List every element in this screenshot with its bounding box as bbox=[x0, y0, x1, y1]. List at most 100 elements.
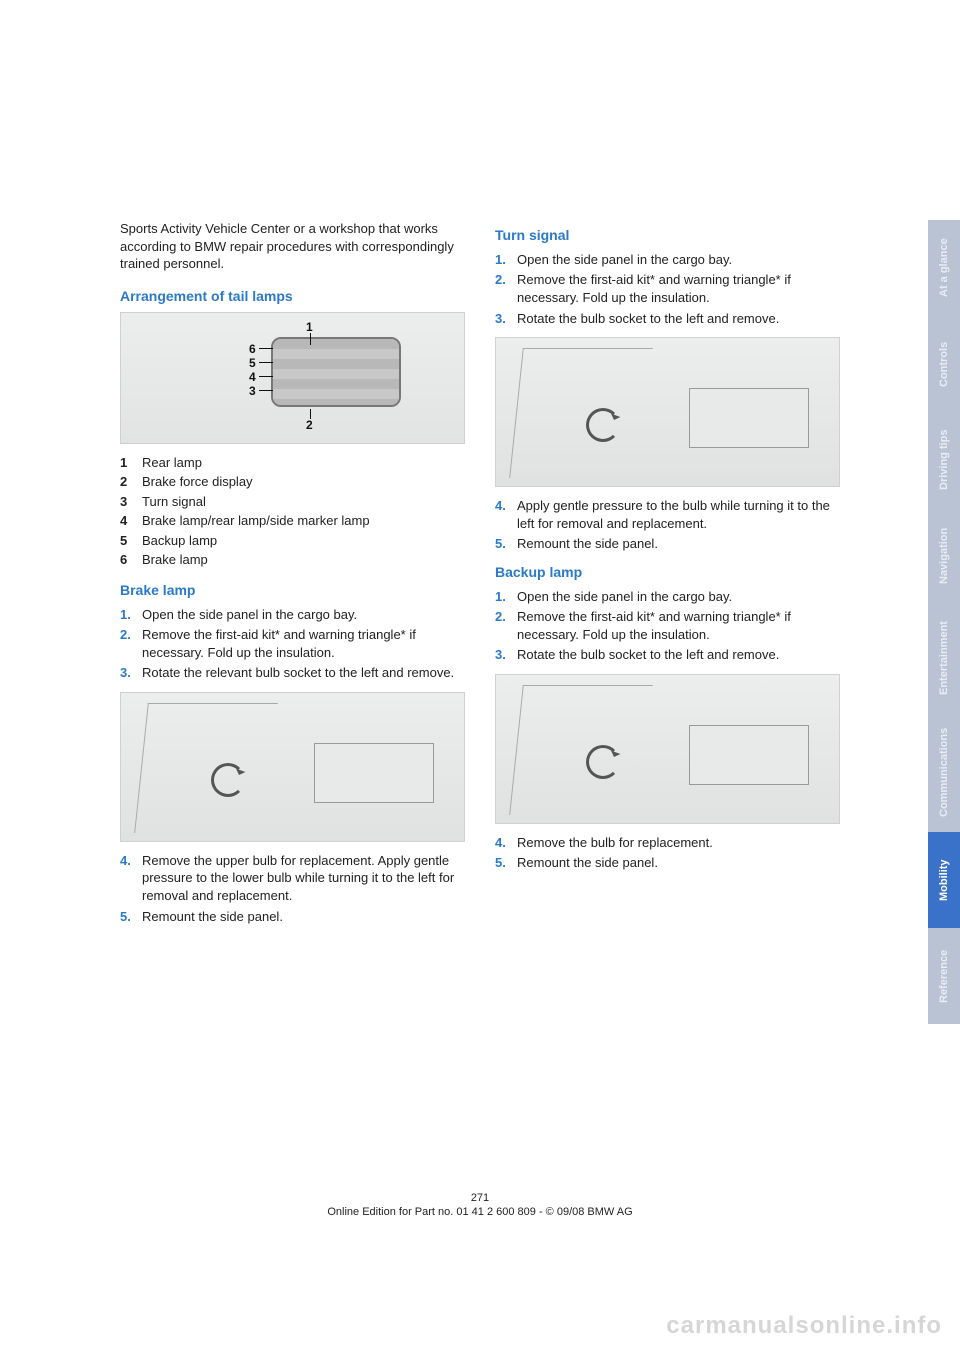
legend-text: Turn signal bbox=[142, 493, 465, 511]
heading-brake-lamp: Brake lamp bbox=[120, 581, 465, 600]
footer-line: Online Edition for Part no. 01 41 2 600 … bbox=[327, 1206, 632, 1218]
step: 5.Remount the side panel. bbox=[120, 908, 465, 926]
legend-text: Brake lamp/rear lamp/side marker lamp bbox=[142, 512, 465, 530]
step-num: 3. bbox=[495, 310, 517, 328]
turn-signal-steps: 1.Open the side panel in the cargo bay. … bbox=[495, 251, 840, 327]
module-graphic bbox=[689, 388, 809, 448]
heading-backup-lamp: Backup lamp bbox=[495, 563, 840, 582]
step-num: 3. bbox=[120, 664, 142, 682]
figure-backup-lamp bbox=[495, 674, 840, 824]
step-text: Open the side panel in the cargo bay. bbox=[142, 606, 465, 624]
tab-reference[interactable]: Reference bbox=[928, 928, 960, 1024]
page-number: 271 bbox=[120, 1192, 840, 1204]
callout-2: 2 bbox=[306, 417, 313, 433]
legend-list: 1Rear lamp 2Brake force display 3Turn si… bbox=[120, 454, 465, 569]
step-num: 5. bbox=[495, 854, 517, 872]
left-column: Sports Activity Vehicle Center or a work… bbox=[120, 220, 465, 935]
step: 3.Rotate the bulb socket to the left and… bbox=[495, 646, 840, 664]
legend-text: Backup lamp bbox=[142, 532, 465, 550]
tab-communications[interactable]: Communications bbox=[928, 712, 960, 832]
legend-row: 3Turn signal bbox=[120, 493, 465, 511]
panel-graphic bbox=[509, 685, 653, 815]
legend-row: 2Brake force display bbox=[120, 473, 465, 491]
legend-row: 4Brake lamp/rear lamp/side marker lamp bbox=[120, 512, 465, 530]
tab-at-a-glance[interactable]: At a glance bbox=[928, 220, 960, 316]
right-column: Turn signal 1.Open the side panel in the… bbox=[495, 220, 840, 935]
module-graphic bbox=[314, 743, 434, 803]
tab-mobility[interactable]: Mobility bbox=[928, 832, 960, 928]
step-num: 1. bbox=[495, 588, 517, 606]
step-text: Remount the side panel. bbox=[142, 908, 465, 926]
tail-lamp-graphic bbox=[271, 337, 401, 407]
page-footer: 271 Online Edition for Part no. 01 41 2 … bbox=[120, 1192, 840, 1218]
step-num: 5. bbox=[120, 908, 142, 926]
step-text: Open the side panel in the cargo bay. bbox=[517, 251, 840, 269]
figure-brake-lamp bbox=[120, 692, 465, 842]
step: 1.Open the side panel in the cargo bay. bbox=[495, 251, 840, 269]
step-num: 4. bbox=[495, 497, 517, 532]
legend-text: Rear lamp bbox=[142, 454, 465, 472]
step-text: Remove the first-aid kit* and warning tr… bbox=[142, 626, 465, 661]
step: 2.Remove the first-aid kit* and warning … bbox=[495, 271, 840, 306]
step-num: 5. bbox=[495, 535, 517, 553]
step-text: Rotate the bulb socket to the left and r… bbox=[517, 646, 840, 664]
step: 2.Remove the first-aid kit* and warning … bbox=[495, 608, 840, 643]
intro-paragraph: Sports Activity Vehicle Center or a work… bbox=[120, 220, 465, 273]
legend-row: 5Backup lamp bbox=[120, 532, 465, 550]
brake-lamp-steps: 1.Open the side panel in the cargo bay. … bbox=[120, 606, 465, 682]
legend-num: 4 bbox=[120, 512, 142, 530]
step-num: 2. bbox=[495, 608, 517, 643]
tab-entertainment[interactable]: Entertainment bbox=[928, 604, 960, 712]
step-num: 1. bbox=[120, 606, 142, 624]
rotate-arrow-icon bbox=[586, 745, 620, 779]
legend-text: Brake lamp bbox=[142, 551, 465, 569]
rotate-arrow-icon bbox=[586, 408, 620, 442]
legend-text: Brake force display bbox=[142, 473, 465, 491]
panel-graphic bbox=[509, 348, 653, 478]
module-graphic bbox=[689, 725, 809, 785]
step-text: Remount the side panel. bbox=[517, 854, 840, 872]
watermark: carmanualsonline.info bbox=[666, 1312, 942, 1340]
legend-num: 6 bbox=[120, 551, 142, 569]
backup-lamp-steps-cont: 4.Remove the bulb for replacement. 5.Rem… bbox=[495, 834, 840, 872]
content-area: Sports Activity Vehicle Center or a work… bbox=[120, 220, 840, 935]
step-num: 4. bbox=[495, 834, 517, 852]
tab-controls[interactable]: Controls bbox=[928, 316, 960, 412]
figure-turn-signal bbox=[495, 337, 840, 487]
step-text: Remove the first-aid kit* and warning tr… bbox=[517, 608, 840, 643]
step-num: 1. bbox=[495, 251, 517, 269]
step: 1.Open the side panel in the cargo bay. bbox=[495, 588, 840, 606]
legend-num: 3 bbox=[120, 493, 142, 511]
step-text: Remove the first-aid kit* and warning tr… bbox=[517, 271, 840, 306]
figure-tail-lamps: 1 6 5 4 3 2 bbox=[120, 312, 465, 444]
step-num: 2. bbox=[495, 271, 517, 306]
step-text: Remove the bulb for replacement. bbox=[517, 834, 840, 852]
step-text: Rotate the relevant bulb socket to the l… bbox=[142, 664, 465, 682]
step-text: Apply gentle pressure to the bulb while … bbox=[517, 497, 840, 532]
step: 4.Apply gentle pressure to the bulb whil… bbox=[495, 497, 840, 532]
step: 1.Open the side panel in the cargo bay. bbox=[120, 606, 465, 624]
panel-graphic bbox=[134, 703, 278, 833]
step: 4.Remove the bulb for replacement. bbox=[495, 834, 840, 852]
tab-driving-tips[interactable]: Driving tips bbox=[928, 412, 960, 508]
step-text: Rotate the bulb socket to the left and r… bbox=[517, 310, 840, 328]
tab-navigation[interactable]: Navigation bbox=[928, 508, 960, 604]
step-num: 4. bbox=[120, 852, 142, 905]
turn-signal-steps-cont: 4.Apply gentle pressure to the bulb whil… bbox=[495, 497, 840, 553]
legend-num: 2 bbox=[120, 473, 142, 491]
step: 4.Remove the upper bulb for replacement.… bbox=[120, 852, 465, 905]
step: 5.Remount the side panel. bbox=[495, 535, 840, 553]
legend-num: 5 bbox=[120, 532, 142, 550]
step-text: Remount the side panel. bbox=[517, 535, 840, 553]
backup-lamp-steps: 1.Open the side panel in the cargo bay. … bbox=[495, 588, 840, 664]
step: 2.Remove the first-aid kit* and warning … bbox=[120, 626, 465, 661]
step-text: Remove the upper bulb for replacement. A… bbox=[142, 852, 465, 905]
step-num: 2. bbox=[120, 626, 142, 661]
legend-num: 1 bbox=[120, 454, 142, 472]
heading-arrangement: Arrangement of tail lamps bbox=[120, 287, 465, 306]
section-tabs: At a glanceControlsDriving tipsNavigatio… bbox=[928, 220, 960, 1024]
step-num: 3. bbox=[495, 646, 517, 664]
brake-lamp-steps-cont: 4.Remove the upper bulb for replacement.… bbox=[120, 852, 465, 925]
step: 3.Rotate the bulb socket to the left and… bbox=[495, 310, 840, 328]
legend-row: 1Rear lamp bbox=[120, 454, 465, 472]
